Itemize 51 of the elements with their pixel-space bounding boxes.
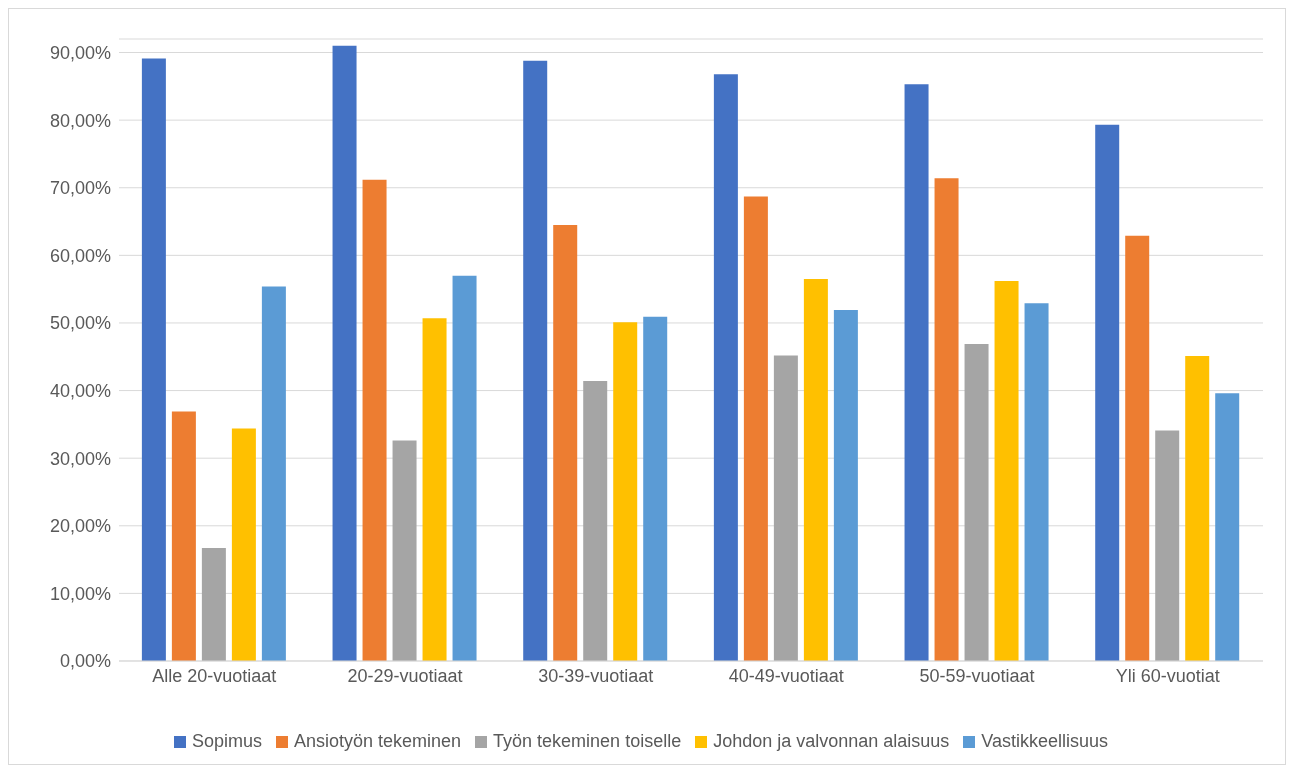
- bar: [422, 318, 447, 661]
- bar: [362, 179, 387, 661]
- bar: [171, 411, 196, 661]
- x-tick-label: 50-59-vuotiaat: [919, 665, 1035, 686]
- bar: [201, 548, 226, 661]
- bar: [392, 440, 417, 661]
- y-tick-label: 50,00%: [49, 313, 111, 334]
- bar: [713, 74, 738, 661]
- bar: [261, 286, 286, 661]
- bar: [1155, 430, 1180, 661]
- bar: [934, 178, 959, 661]
- bar: [231, 428, 256, 661]
- bar: [743, 196, 768, 661]
- bar: [964, 343, 989, 661]
- bar: [994, 281, 1019, 661]
- bar: [773, 355, 798, 661]
- legend-label: Vastikkeellisuus: [980, 731, 1109, 752]
- bar: [583, 381, 608, 661]
- x-tick-label: 40-49-vuotiaat: [728, 665, 844, 686]
- bar: [1024, 303, 1049, 661]
- bar: [141, 58, 166, 661]
- legend-label: Sopimus: [190, 731, 262, 752]
- y-tick-label: 20,00%: [49, 516, 111, 537]
- y-tick-label: 30,00%: [49, 448, 111, 469]
- y-tick-label: 0,00%: [59, 651, 111, 672]
- bar: [833, 310, 858, 661]
- bar: [1185, 356, 1210, 661]
- y-tick-label: 60,00%: [49, 245, 111, 266]
- y-tick-label: 80,00%: [49, 110, 111, 131]
- x-tick-label: 30-39-vuotiaat: [538, 665, 654, 686]
- legend-label: Ansiotyön tekeminen: [292, 731, 462, 752]
- y-tick-label: 40,00%: [49, 380, 111, 401]
- x-tick-label: Yli 60-vuotiat: [1115, 665, 1220, 686]
- bar: [1125, 235, 1150, 661]
- y-tick-label: 70,00%: [49, 178, 111, 199]
- bar: [332, 45, 357, 661]
- y-tick-label: 90,00%: [49, 42, 111, 63]
- x-tick-label: 20-29-vuotiaat: [347, 665, 463, 686]
- bar: [1095, 124, 1120, 661]
- bar: [613, 322, 638, 661]
- y-tick-label: 10,00%: [49, 583, 111, 604]
- bar: [553, 224, 578, 661]
- x-tick-label: Alle 20-vuotiaat: [152, 665, 277, 686]
- bar: [1215, 393, 1240, 661]
- bar: [643, 316, 668, 661]
- legend-label: Työn tekeminen toiselle: [492, 731, 682, 752]
- bar: [904, 84, 929, 661]
- bar: [523, 60, 548, 661]
- bar: [803, 279, 828, 661]
- bar: [452, 275, 477, 661]
- legend-label: Johdon ja valvonnan alaisuus: [712, 731, 950, 752]
